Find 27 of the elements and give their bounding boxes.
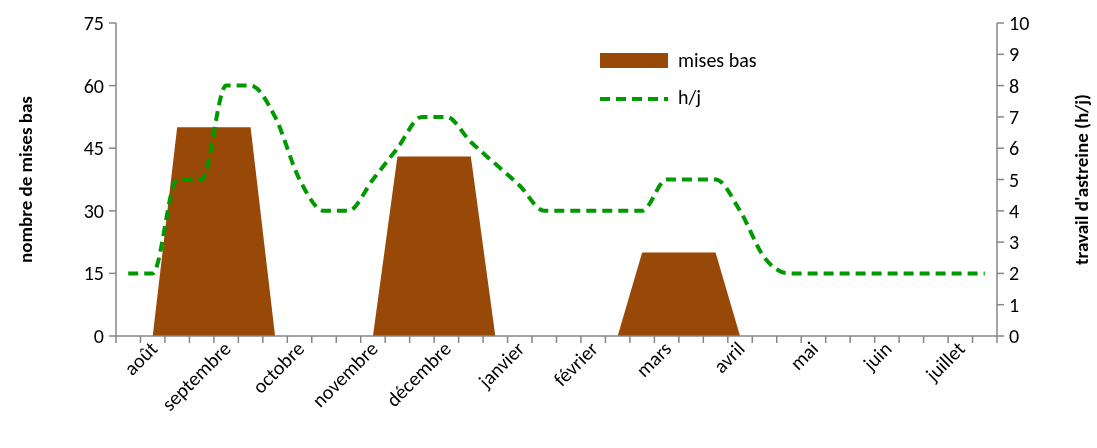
- y2-axis-title: travail d'astreine (h/j): [1070, 93, 1093, 266]
- y-tick-label: 15: [83, 261, 104, 286]
- x-tick-label: mai: [784, 336, 823, 375]
- legend-label: h/j: [678, 85, 702, 109]
- x-tick-label: août: [118, 336, 163, 380]
- line-series: [126, 83, 987, 276]
- y2-tick-label: 10: [1009, 11, 1030, 35]
- legend-label: mises bas: [678, 48, 757, 72]
- y-axis-title: nombre de mises bas: [14, 95, 37, 263]
- y2-tick-label: 2: [1009, 261, 1020, 286]
- y2-tick-label: 7: [1009, 104, 1020, 129]
- y2-tick-label: 5: [1009, 167, 1020, 192]
- y2-tick-label: 6: [1009, 136, 1020, 161]
- x-tick-label: juin: [857, 336, 897, 376]
- x-tick-label: avril: [708, 336, 750, 378]
- x-tick-label: mars: [630, 336, 677, 382]
- y-tick-label: 30: [83, 198, 104, 223]
- y2-tick-label: 3: [1009, 230, 1020, 255]
- y-tick-label: 0: [93, 324, 104, 348]
- y2-tick-label: 1: [1009, 292, 1020, 317]
- y2-tick-label: 4: [1009, 198, 1020, 223]
- y-tick-label: 60: [83, 73, 104, 98]
- y2-tick-label: 9: [1009, 42, 1020, 67]
- y-tick-label: 45: [83, 136, 104, 161]
- y-tick-label: 75: [83, 11, 104, 35]
- y2-tick-label: 0: [1009, 324, 1020, 348]
- y2-tick-label: 8: [1009, 73, 1020, 98]
